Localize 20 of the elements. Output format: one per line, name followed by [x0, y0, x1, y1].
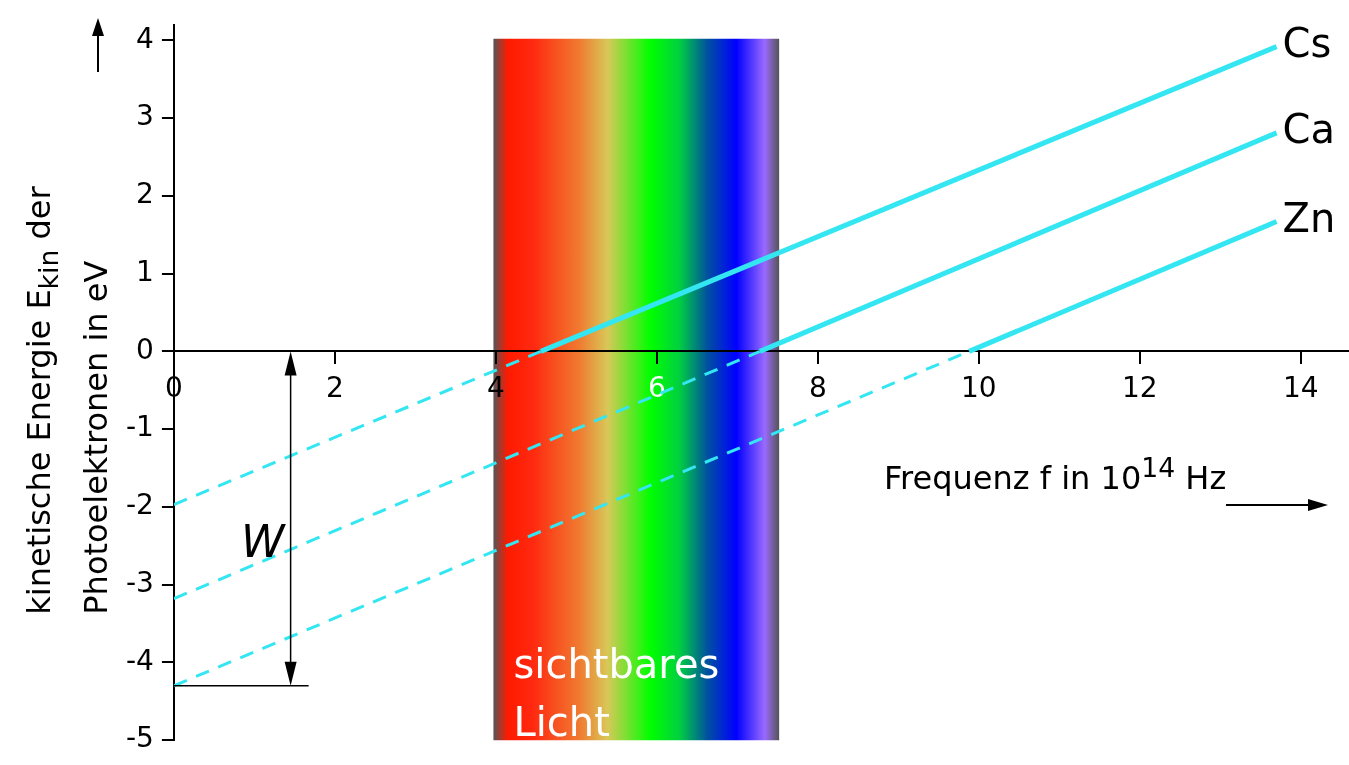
series-label: Zn — [1282, 194, 1336, 241]
x-tick-label: 12 — [1121, 371, 1158, 405]
y-tick-label: 3 — [136, 99, 154, 133]
x-tick-label: 14 — [1282, 371, 1319, 405]
y-tick-label: 2 — [136, 177, 154, 211]
series-label: Ca — [1282, 106, 1336, 153]
series-label: Cs — [1282, 19, 1332, 66]
x-axis-title: Frequenz f in 10$^{14}$ Hz — [884, 451, 1227, 499]
y-tick-label: -5 — [126, 721, 154, 755]
y-tick-label: 4 — [136, 21, 154, 55]
y-tick-label: -3 — [126, 565, 154, 599]
y-tick-label: 1 — [136, 254, 154, 288]
x-tick-label: 2 — [325, 371, 344, 405]
y-tick-label: -1 — [126, 410, 154, 444]
y-tick-label: 0 — [136, 332, 154, 366]
y-tick-label: -2 — [126, 488, 154, 522]
x-tick-label: 8 — [808, 371, 827, 405]
y-tick-label: -4 — [126, 643, 154, 677]
annotation: W — [241, 516, 287, 568]
x-tick-label: 10 — [960, 371, 997, 405]
